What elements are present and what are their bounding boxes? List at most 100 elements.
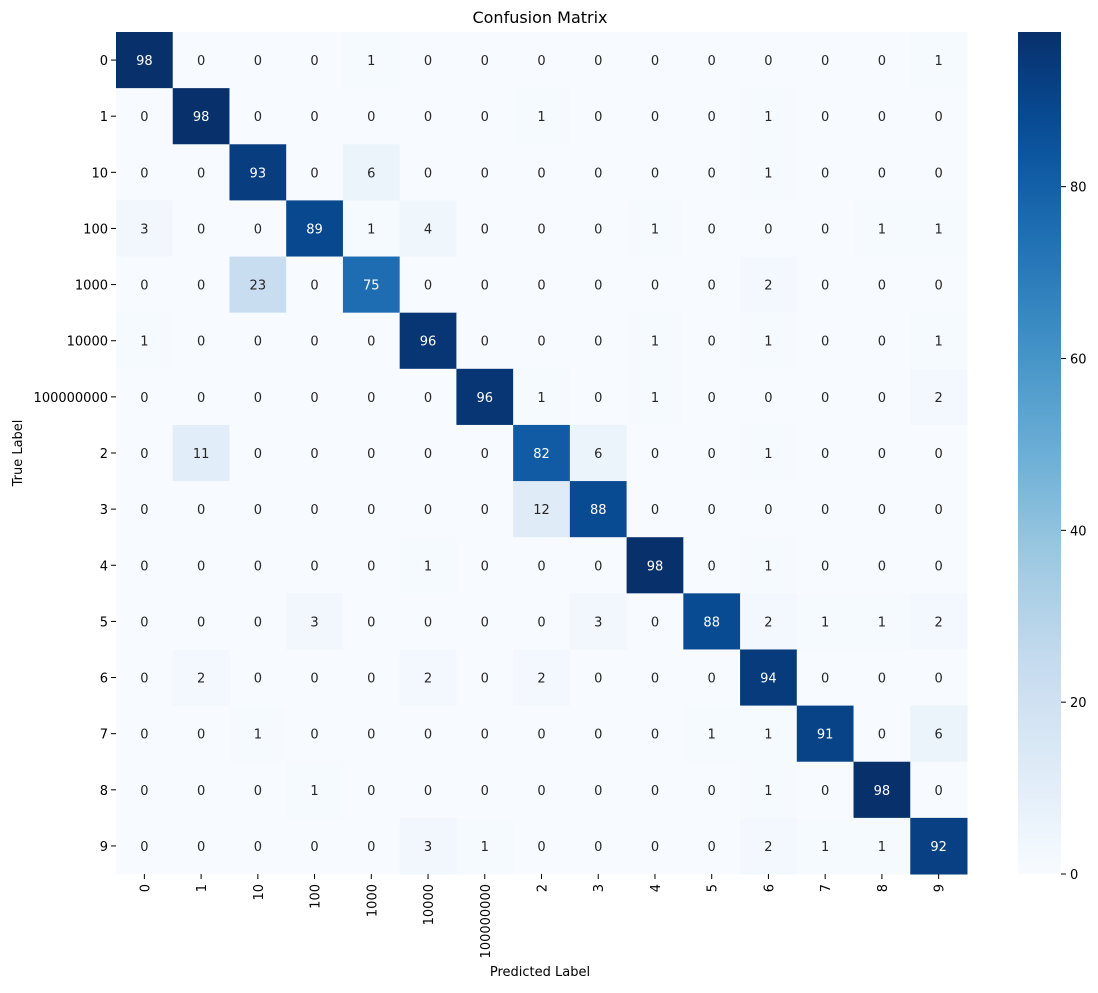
y-tick-label: 10000 — [67, 335, 108, 350]
heatmap-cell — [513, 424, 571, 482]
heatmap-cell — [399, 368, 457, 426]
cell-value-label: 0 — [197, 279, 205, 294]
cell-value-label: 0 — [197, 222, 205, 237]
heatmap-cell — [740, 761, 798, 819]
cell-value-label: 0 — [708, 166, 716, 181]
heatmap-cell — [569, 256, 628, 314]
heatmap-cell — [910, 761, 968, 819]
heatmap-cell — [229, 537, 287, 594]
cell-value-label: 0 — [651, 166, 659, 181]
cell-value-label: 0 — [254, 110, 262, 125]
heatmap-cell — [910, 481, 968, 538]
cell-value-label: 0 — [310, 279, 318, 294]
heatmap-cell — [569, 368, 628, 426]
cell-value-label: 0 — [254, 559, 262, 574]
cell-value-label: 1 — [764, 559, 772, 574]
cell-value-label: 0 — [367, 503, 375, 518]
heatmap-cell — [116, 368, 174, 426]
cell-value-label: 0 — [764, 54, 772, 69]
cell-value-label: 0 — [481, 503, 489, 518]
cell-value-label: 2 — [424, 672, 432, 687]
heatmap-cell — [399, 312, 457, 370]
heatmap-cell — [399, 481, 457, 538]
heatmap-cell — [626, 200, 684, 258]
cell-value-label: 1 — [764, 784, 772, 799]
heatmap-cell — [172, 761, 230, 819]
cell-value-label: 0 — [594, 391, 602, 406]
cell-value-label: 0 — [594, 672, 602, 687]
x-tick-label: 10 — [252, 884, 267, 901]
heatmap-cell — [626, 817, 684, 875]
heatmap-cell — [456, 593, 514, 650]
cell-value-label: 0 — [310, 110, 318, 125]
cell-value-label: 0 — [424, 728, 432, 743]
heatmap-cell — [626, 368, 684, 426]
heatmap-cell — [796, 424, 855, 482]
heatmap-cell — [513, 817, 571, 875]
heatmap-cell — [513, 368, 571, 426]
cell-value-label: 0 — [708, 447, 716, 462]
heatmap-cell — [172, 481, 230, 538]
heatmap-cell — [286, 368, 344, 426]
heatmap-cell — [229, 256, 287, 314]
heatmap-cell — [342, 649, 401, 707]
cell-value-label: 0 — [254, 503, 262, 518]
cell-value-label: 0 — [197, 391, 205, 406]
heatmap-cell — [626, 593, 684, 650]
heatmap-cell — [116, 481, 174, 538]
cell-value-label: 0 — [537, 166, 545, 181]
heatmap-cell — [286, 817, 344, 875]
cell-value-label: 0 — [367, 559, 375, 574]
heatmap-cell — [286, 649, 344, 707]
heatmap-cell — [229, 32, 287, 89]
cell-value-label: 88 — [703, 615, 720, 630]
heatmap-cell — [569, 144, 628, 201]
heatmap-cell — [569, 88, 628, 145]
heatmap-cell — [740, 144, 798, 201]
heatmap-cell — [683, 144, 741, 201]
heatmap-cell — [456, 705, 514, 763]
heatmap-cell — [229, 368, 287, 426]
cell-value-label: 0 — [594, 559, 602, 574]
heatmap-cell — [286, 705, 344, 763]
heatmap-cell — [626, 312, 684, 370]
cell-value-label: 0 — [821, 559, 829, 574]
cell-value-label: 0 — [537, 335, 545, 350]
cell-value-label: 0 — [140, 784, 148, 799]
heatmap-cell — [172, 537, 230, 594]
cell-value-label: 2 — [934, 615, 942, 630]
heatmap-cell — [683, 593, 741, 650]
heatmap-cell — [796, 200, 855, 258]
cell-value-label: 1 — [140, 335, 148, 350]
heatmap-cell — [910, 649, 968, 707]
heatmap-cell — [626, 88, 684, 145]
cell-value-label: 0 — [481, 784, 489, 799]
cell-value-label: 0 — [821, 166, 829, 181]
heatmap-cell — [853, 32, 911, 89]
heatmap-cell — [683, 368, 741, 426]
cell-value-label: 1 — [878, 615, 886, 630]
colorbar-tick-label: 60 — [1070, 352, 1087, 367]
heatmap-cell — [796, 705, 855, 763]
heatmap-cell — [853, 256, 911, 314]
heatmap-cell — [740, 593, 798, 650]
heatmap-cell — [399, 705, 457, 763]
y-tick-label: 6 — [100, 672, 108, 687]
cell-value-label: 0 — [934, 559, 942, 574]
x-tick-label: 6 — [762, 884, 777, 892]
cell-value-label: 2 — [197, 672, 205, 687]
cell-value-label: 4 — [424, 222, 432, 237]
x-tick-label: 3 — [592, 884, 607, 892]
cell-value-label: 0 — [310, 840, 318, 855]
cell-value-label: 0 — [197, 335, 205, 350]
heatmap-cell — [116, 256, 174, 314]
cell-value-label: 6 — [367, 166, 375, 181]
heatmap-cell — [569, 817, 628, 875]
cell-value-label: 92 — [930, 840, 947, 855]
heatmap-cell — [342, 537, 401, 594]
cell-value-label: 0 — [878, 335, 886, 350]
x-tick-label: 100 — [309, 884, 324, 909]
heatmap-cell — [456, 256, 514, 314]
heatmap-cell — [513, 312, 571, 370]
cell-value-label: 2 — [764, 615, 772, 630]
